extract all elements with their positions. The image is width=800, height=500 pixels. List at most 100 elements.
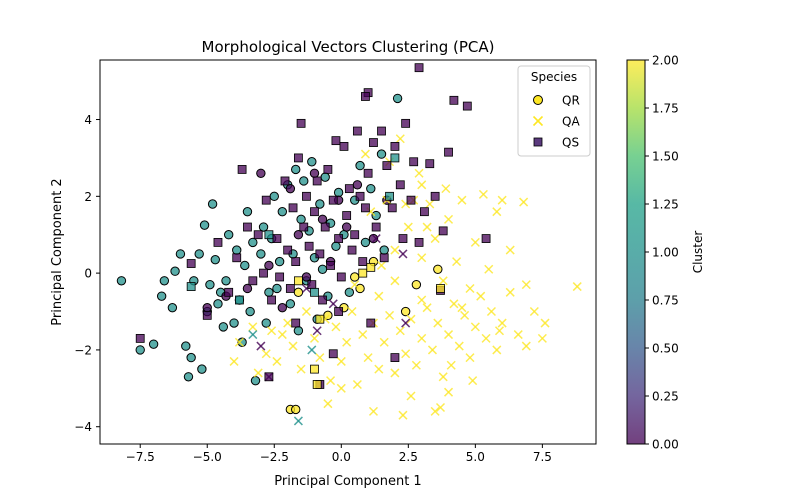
point-qs (342, 211, 352, 220)
y-tick-label: 0 (84, 267, 92, 281)
point-qa (427, 345, 437, 355)
point-qs (352, 126, 362, 136)
point-qr (240, 260, 250, 271)
point-qa (444, 214, 454, 224)
point-qs (344, 184, 354, 194)
point-qs (361, 92, 370, 101)
point-qr (320, 172, 330, 182)
y-axis-ticks: −4 −2 0 2 4 (74, 113, 100, 434)
plot-frame (99, 59, 597, 445)
point-qa (301, 306, 311, 317)
point-qr (237, 337, 247, 347)
point-qa (494, 326, 505, 336)
x-axis-label: Principal Component 1 (274, 474, 421, 489)
point-qr (229, 318, 239, 328)
point-qa (505, 245, 515, 255)
point-qr (309, 168, 320, 178)
point-qa (403, 222, 413, 232)
point-qs (334, 234, 344, 243)
point-qa (398, 410, 408, 420)
colorbar-tick-label: 1.00 (652, 246, 679, 260)
point-qa (414, 168, 424, 178)
point-qa (484, 264, 494, 274)
point-qr (291, 404, 301, 415)
x-axis-ticks: −7.5 −5.0 −2.5 0.0 2.5 5.0 7.5 (126, 444, 552, 464)
point-qr (223, 230, 234, 240)
point-qa (470, 322, 480, 332)
chart-title: Morphological Vectors Clustering (PCA) (202, 38, 495, 56)
point-qa (326, 376, 336, 386)
point-qa (425, 199, 435, 209)
point-qs (283, 245, 293, 255)
colorbar: 0.00 0.25 0.50 0.75 1.00 1.25 1.50 1.75 2.00 Clu… (626, 54, 705, 452)
point-qr (341, 222, 352, 232)
point-qs (293, 276, 303, 286)
point-qr (299, 176, 309, 186)
point-qs (481, 234, 491, 243)
point-qa (385, 310, 395, 320)
point-qa (492, 207, 502, 217)
point-qr (360, 237, 371, 248)
point-qa (336, 356, 346, 366)
point-qr (272, 283, 282, 294)
point-qa (406, 314, 416, 324)
legend-marker-qa (532, 115, 544, 127)
point-qa (248, 330, 258, 340)
point-qs (390, 153, 400, 163)
point-qs (406, 195, 416, 205)
point-qr (379, 245, 389, 255)
point-qa (256, 341, 266, 351)
point-qs (398, 234, 408, 243)
point-qs (377, 126, 386, 136)
point-qr (210, 254, 220, 265)
point-qs (261, 195, 271, 205)
point-qs (186, 282, 196, 291)
colorbar-tick-label: 2.00 (652, 54, 679, 68)
point-qr (433, 264, 443, 274)
point-qs (390, 141, 400, 151)
point-qr (258, 222, 269, 232)
point-qr (156, 291, 167, 301)
point-qa (347, 306, 357, 317)
x-tick-label: 0.0 (332, 450, 351, 464)
point-qa (537, 333, 547, 343)
point-qs (243, 222, 252, 232)
point-qa (390, 245, 400, 255)
point-qa (350, 280, 360, 290)
x-tick-label: 7.5 (533, 450, 552, 464)
point-qs (291, 318, 301, 328)
point-qs (299, 222, 309, 232)
point-qs (358, 257, 368, 267)
point-qs (264, 230, 274, 240)
point-qr (248, 237, 258, 248)
point-qs (462, 101, 472, 111)
y-axis-label: Principal Component 2 (50, 178, 65, 325)
point-qa (446, 360, 456, 370)
point-qa (468, 376, 478, 386)
legend-marker-qr (533, 95, 543, 105)
point-qa (395, 134, 405, 144)
point-qs (304, 241, 314, 251)
point-qa (296, 364, 306, 374)
point-qr (264, 260, 274, 271)
point-qa (358, 330, 368, 340)
point-qs (339, 141, 349, 151)
point-qa (315, 353, 325, 363)
point-qs (288, 203, 298, 213)
point-qs (366, 318, 376, 328)
y-tick-label: −2 (74, 343, 92, 357)
point-qs (328, 349, 338, 359)
point-qs (420, 207, 429, 217)
x-tick-label: −7.5 (126, 450, 155, 464)
point-qs (302, 191, 311, 201)
point-qr (392, 93, 403, 104)
point-qr (175, 249, 186, 259)
point-qs (213, 237, 223, 247)
colorbar-tick-label: 1.50 (652, 150, 679, 164)
point-qr (197, 364, 207, 374)
point-qs (414, 237, 424, 247)
point-qa (417, 253, 427, 263)
point-qr (285, 183, 296, 194)
point-qa (406, 391, 416, 401)
